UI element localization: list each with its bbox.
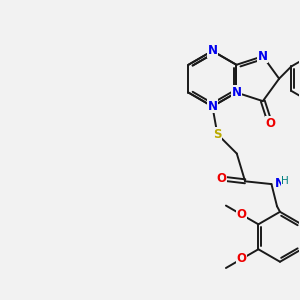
Text: S: S: [213, 128, 222, 141]
Text: O: O: [236, 253, 247, 266]
Text: N: N: [274, 177, 284, 190]
Text: N: N: [207, 100, 218, 113]
Text: N: N: [231, 86, 242, 99]
Text: N: N: [258, 50, 268, 63]
Text: N: N: [207, 44, 218, 57]
Text: O: O: [217, 172, 226, 185]
Text: O: O: [236, 208, 247, 221]
Text: O: O: [265, 117, 275, 130]
Text: H: H: [281, 176, 289, 186]
